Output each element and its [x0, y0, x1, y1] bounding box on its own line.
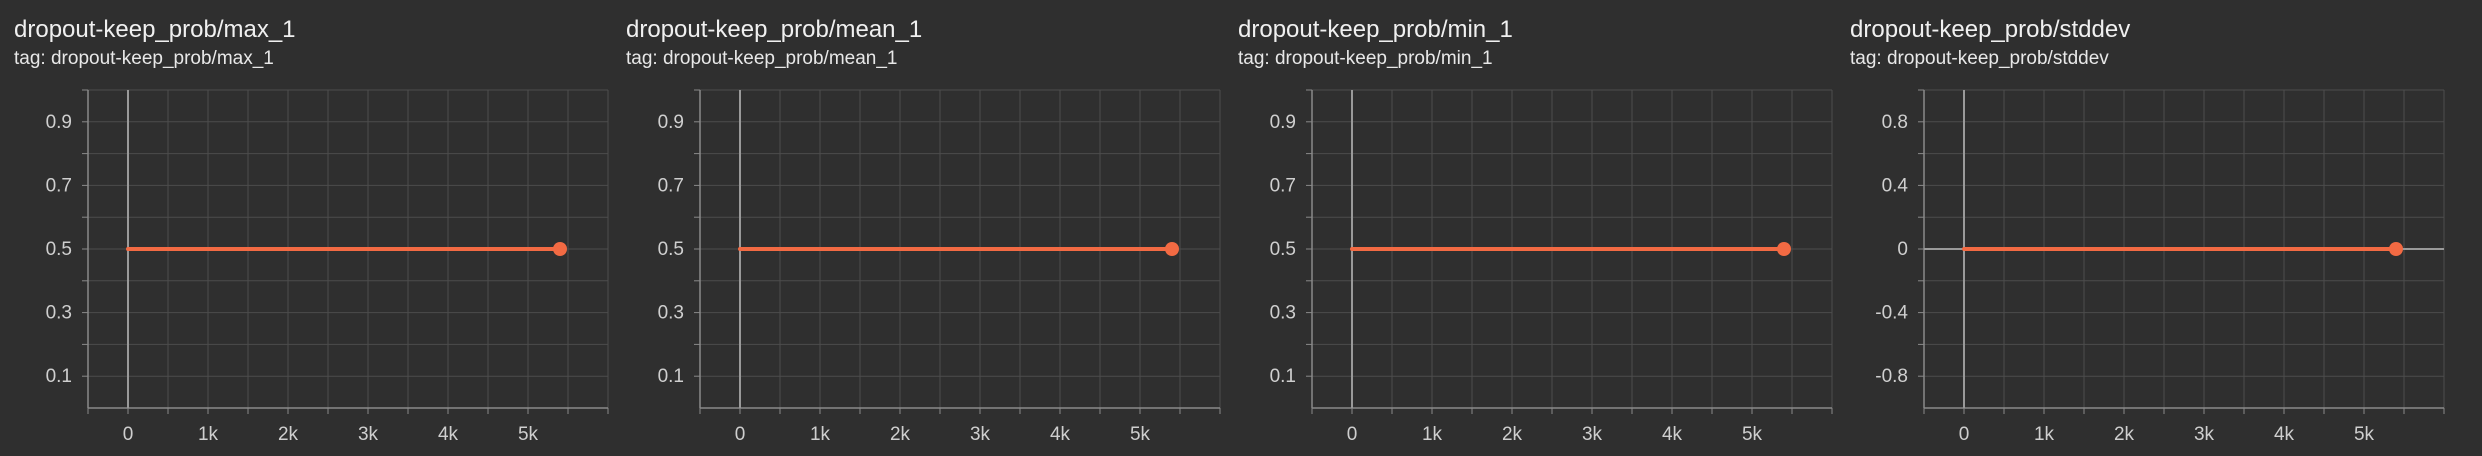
x-tick-label: 2k [1502, 424, 1523, 445]
x-tick-label: 1k [1422, 424, 1443, 445]
x-tick-label: 5k [518, 424, 539, 445]
tag-prefix: tag: [1238, 48, 1270, 69]
chart-title: dropout-keep_prob/mean_1 [626, 16, 923, 43]
x-tick-label: 0 [123, 424, 134, 445]
x-tick-label: 2k [2114, 424, 2135, 445]
x-tick-label: 4k [438, 424, 459, 445]
y-tick-label: 0.5 [46, 239, 72, 260]
chart-title: dropout-keep_prob/max_1 [14, 16, 296, 43]
x-tick-label: 3k [2194, 424, 2215, 445]
chart-tag: tag: dropout-keep_prob/max_1 [14, 48, 274, 70]
x-tick-label: 4k [1662, 424, 1683, 445]
tag-value: dropout-keep_prob/min_1 [1274, 48, 1493, 69]
y-tick-label: 0.3 [46, 303, 72, 324]
y-tick-label: -0.8 [1875, 366, 1908, 387]
x-tick-label: 5k [2354, 424, 2375, 445]
y-tick-label: 0.5 [1270, 239, 1296, 260]
y-tick-label: 0.5 [658, 239, 684, 260]
y-tick-label: 0.9 [658, 112, 684, 133]
series-end-point [1777, 242, 1791, 256]
tag-value: dropout-keep_prob/max_1 [50, 48, 274, 69]
tag-prefix: tag: [1850, 48, 1882, 69]
series-end-point [1165, 242, 1179, 256]
y-tick-label: 0.1 [658, 366, 684, 387]
x-tick-label: 3k [1582, 424, 1603, 445]
y-tick-label: 0.8 [1882, 112, 1908, 133]
chart-panel-max: dropout-keep_prob/max_1 tag: dropout-kee… [0, 0, 609, 456]
x-tick-label: 5k [1742, 424, 1763, 445]
tag-prefix: tag: [14, 48, 46, 69]
tag-value: dropout-keep_prob/stddev [1886, 48, 2109, 69]
x-tick-label: 0 [1347, 424, 1358, 445]
chart-tag: tag: dropout-keep_prob/min_1 [1238, 48, 1493, 70]
y-tick-label: 0.7 [46, 175, 72, 196]
series [1350, 242, 1791, 256]
x-tick-label: 0 [1959, 424, 1970, 445]
x-tick-label: 4k [1050, 424, 1071, 445]
chart-tag: tag: dropout-keep_prob/stddev [1850, 48, 2109, 70]
chart-panel-stddev: dropout-keep_prob/stddev tag: dropout-ke… [1836, 0, 2445, 456]
chart-svg[interactable]: 0.1 0.3 0.5 0.7 0.9 0 1k 2k 3k 4k 5k [612, 0, 1221, 456]
x-tick-label: 3k [358, 424, 379, 445]
chart-title: dropout-keep_prob/stddev [1850, 16, 2131, 43]
y-tick-label: 0.9 [1270, 112, 1296, 133]
x-tick-label: 2k [278, 424, 299, 445]
axes: 0.1 0.3 0.5 0.7 0.9 0 1k 2k 3k 4k 5k [658, 89, 1221, 445]
series [126, 242, 567, 256]
chart-svg[interactable]: 0.1 0.3 0.5 0.7 0.9 0 1k 2k 3k 4k 5k [1224, 0, 1833, 456]
axes: 0.1 0.3 0.5 0.7 0.9 0 1k 2k 3k 4k 5k [46, 89, 609, 445]
series-end-point [2389, 242, 2403, 256]
y-tick-label: 0.3 [1270, 303, 1296, 324]
chart-panel-min: dropout-keep_prob/min_1 tag: dropout-kee… [1224, 0, 1833, 456]
chart-svg[interactable]: 0.1 0.3 0.5 0.7 0.9 0 1k 2k 3k 4k 5k [0, 0, 609, 456]
y-tick-label: 0.4 [1882, 175, 1909, 196]
tag-prefix: tag: [626, 48, 658, 69]
y-tick-label: 0.3 [658, 303, 684, 324]
x-tick-label: 5k [1130, 424, 1151, 445]
axes: 0.1 0.3 0.5 0.7 0.9 0 1k 2k 3k 4k 5k [1270, 89, 1833, 445]
axes: -0.8 -0.4 0 0.4 0.8 0 1k 2k 3k 4k 5k [1875, 89, 2445, 445]
y-tick-label: 0 [1897, 239, 1908, 260]
tag-value: dropout-keep_prob/mean_1 [662, 48, 898, 69]
y-tick-label: 0.9 [46, 112, 72, 133]
y-tick-label: 0.1 [1270, 366, 1296, 387]
series [738, 242, 1179, 256]
series [1962, 242, 2403, 256]
x-tick-label: 1k [2034, 424, 2055, 445]
y-tick-label: 0.7 [1270, 175, 1296, 196]
series-end-point [553, 242, 567, 256]
y-tick-label: -0.4 [1875, 303, 1908, 324]
y-tick-label: 0.7 [658, 175, 684, 196]
x-tick-label: 2k [890, 424, 911, 445]
chart-title: dropout-keep_prob/min_1 [1238, 16, 1513, 43]
chart-panel-mean: dropout-keep_prob/mean_1 tag: dropout-ke… [612, 0, 1221, 456]
x-tick-label: 3k [970, 424, 991, 445]
chart-svg[interactable]: -0.8 -0.4 0 0.4 0.8 0 1k 2k 3k 4k 5k [1836, 0, 2445, 456]
x-tick-label: 4k [2274, 424, 2295, 445]
y-tick-label: 0.1 [46, 366, 72, 387]
x-tick-label: 0 [735, 424, 746, 445]
x-tick-label: 1k [198, 424, 219, 445]
x-tick-label: 1k [810, 424, 831, 445]
chart-tag: tag: dropout-keep_prob/mean_1 [626, 48, 898, 70]
